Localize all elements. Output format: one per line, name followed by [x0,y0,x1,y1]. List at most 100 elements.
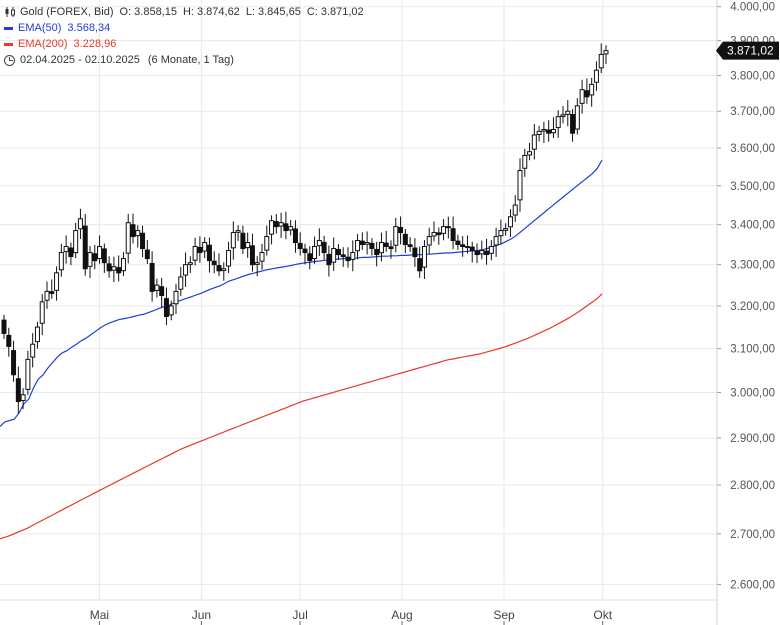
ohlc-row: Gold (FOREX, Bid) O: 3.858,15 H: 3.874,6… [4,4,364,20]
ema50-label: EMA(50) [18,22,62,34]
x-tick-label: Okt [593,608,612,622]
candle-body [163,298,169,317]
candle-body [297,242,303,250]
candle-body [254,262,260,265]
candle-body [565,110,571,115]
candle-body [154,284,160,291]
candle-body [111,266,117,271]
y-tick-label: 2.900,00 [730,433,775,445]
candle-body [312,246,318,260]
candle-body [555,116,561,129]
candle-body [484,250,490,256]
candle-body [216,265,222,272]
ema50-line-layer [0,159,603,427]
candle-body [469,246,475,252]
candle-body [393,226,399,246]
candle-body [431,232,437,237]
candle-body [574,105,580,130]
candle-body [455,240,461,246]
high-label: H: [182,6,194,18]
ema50-swatch [4,26,13,30]
high-value: 3.874,62 [196,6,240,18]
candle-body [536,130,542,135]
candle-body [173,290,179,305]
close-value: 3.871,02 [320,6,364,18]
candle-body [135,230,141,237]
candle-body [197,246,203,254]
candle-body [570,114,576,134]
candle-series [1,43,609,414]
clock-icon [4,54,15,66]
candle-body [445,226,451,229]
candle-body [507,216,513,228]
candle-body [421,246,427,268]
y-tick-label: 2.700,00 [730,529,775,541]
candle-body [1,319,7,334]
candle-body [249,245,255,266]
candle-body [364,242,370,245]
candle-body [6,334,12,347]
ema200-label: EMA(200) [18,38,68,50]
candle-body [202,242,208,252]
y-tick-label: 2.600,00 [730,579,775,591]
candle-body [603,50,609,55]
candle-body [144,249,150,260]
candle-body [340,254,346,258]
candle-body [546,129,552,134]
candle-body [598,53,604,69]
y-tick-label: 3.700,00 [730,106,775,118]
ema50-legend[interactable]: EMA(50) 3.568,34 [4,20,364,36]
instrument-name: Gold (FOREX, Bid) [20,6,114,18]
candle-body [560,114,566,117]
candle-body [335,248,341,256]
last-price-badge: 3.871,02 [716,41,779,60]
candle-body [82,225,88,270]
candle-body [464,246,470,249]
chart-grid [0,0,717,600]
candle-body [550,128,556,134]
candle-body [479,250,485,255]
candle-body [278,222,284,227]
candle-body [73,230,79,254]
ema200-line [0,293,603,540]
ema200-legend[interactable]: EMA(200) 3.228,96 [4,36,364,52]
candle-body [240,232,246,250]
date-range: 02.04.2025 - 02.10.2025 [20,54,140,66]
ema200-value: 3.228,96 [73,38,117,50]
candle-body [412,247,418,258]
candle-body [345,256,351,262]
candle-body [541,128,547,132]
candle-body [527,151,533,156]
candle-body [326,253,332,266]
x-tick-label: Jul [292,608,307,622]
y-tick-label: 4.000,00 [730,2,775,14]
candle-body [159,286,165,297]
y-tick-label: 3.200,00 [730,301,775,313]
x-tick-label: Mai [90,608,109,622]
candle-body [187,262,193,265]
period-label: (6 Monate, 1 Tag) [147,54,234,66]
candle-body [283,223,289,232]
candle-body [316,240,322,247]
candle-body [512,204,518,216]
x-tick-label: Aug [391,608,412,622]
candle-body [206,244,212,262]
candle-body [34,326,40,343]
last-price-badge-text: 3.871,02 [727,44,774,58]
candle-body [378,242,384,254]
candle-body [68,247,74,258]
candle-body [49,291,55,294]
candle-body [369,242,375,250]
candle-body [436,232,442,236]
y-tick-label: 3.000,00 [730,388,775,400]
open-label: O: [119,6,132,18]
candle-body [498,230,504,237]
candle-body [192,246,198,261]
candle-body [226,250,232,267]
candle-body [402,233,408,246]
y-tick-label: 3.100,00 [730,344,775,356]
open-value: 3.858,15 [134,6,177,18]
candle-body [77,218,83,230]
candle-body [503,228,509,231]
